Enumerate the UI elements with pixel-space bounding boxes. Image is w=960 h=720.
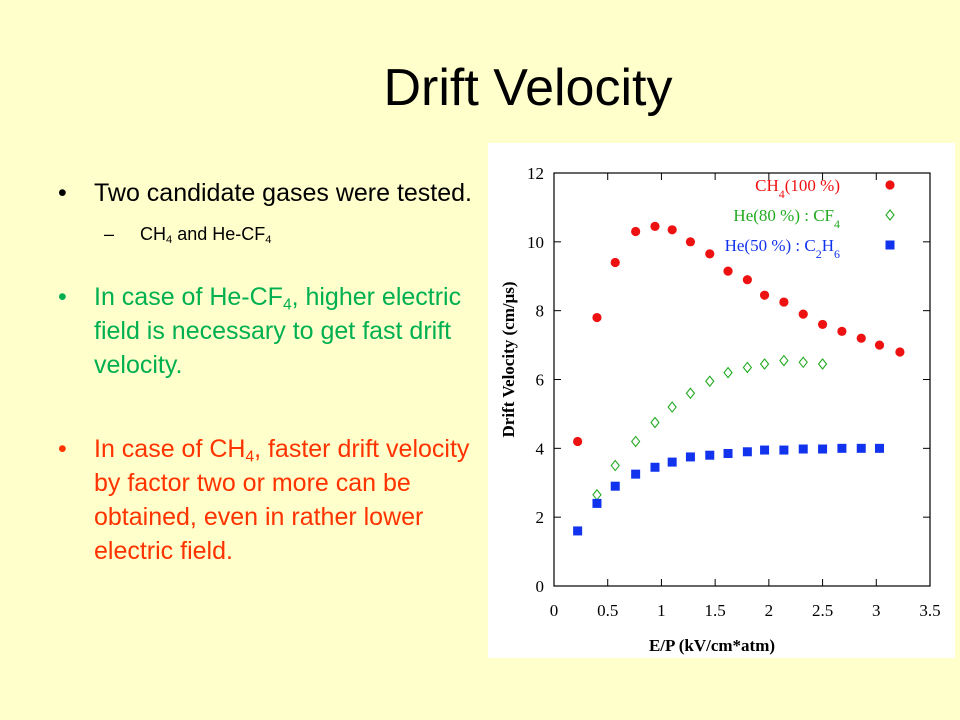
bullet-ch4: • In case of CH4, faster drift velocity … (58, 432, 478, 568)
he-cf4-point (705, 375, 715, 388)
legend-marker-he-cf4 (885, 209, 895, 221)
ch4-point (705, 249, 715, 259)
he-cf4-point (685, 387, 696, 400)
ch4-point (779, 297, 789, 307)
ch4-point (798, 309, 808, 319)
ch4-point (742, 275, 752, 285)
ch4-point (592, 312, 602, 323)
he-c2h6-point (667, 457, 677, 467)
plot-frame (553, 172, 931, 587)
x-tick-label: 3 (872, 601, 881, 620)
he-c2h6-point (592, 498, 602, 508)
he-c2h6-point (723, 448, 733, 458)
he-c2h6-point (631, 469, 641, 479)
he-c2h6-point (760, 445, 770, 455)
ch4-point (817, 319, 828, 330)
y-tick-label: 8 (536, 302, 545, 321)
he-cf4-point (779, 354, 789, 367)
he-c2h6-point (705, 450, 715, 460)
y-tick-label: 10 (527, 233, 544, 252)
he-cf4-point (610, 459, 620, 472)
x-tick-label: 2.5 (812, 601, 833, 620)
bullet-text-ch4: In case of CH4, faster drift velocity by… (94, 435, 470, 565)
y-tick-label: 6 (536, 371, 545, 390)
he-c2h6-point (685, 452, 695, 462)
bullet-text-he-cf4: In case of He-CF4, higher electric field… (94, 283, 462, 379)
ch4-point (723, 266, 733, 276)
legend-label-he-c2h6: He(50 %) : C2H6 (725, 236, 840, 261)
he-cf4-point (650, 416, 660, 429)
x-axis-label: E/P (kV/cm*atm) (649, 636, 775, 655)
drift-velocity-chart: 0 0.5 1 1.5 2 2.5 3 3.5 0 2 4 6 8 10 12 E/P (kV/cm*atm)… (488, 143, 955, 658)
he-c2h6-point (650, 462, 660, 472)
he-cf4-point (667, 401, 677, 413)
dash-marker: – (104, 224, 115, 244)
ch4-point (650, 221, 660, 231)
he-cf4-point (723, 366, 733, 379)
he-c2h6-point (573, 526, 583, 536)
y-tick-label: 0 (536, 577, 545, 596)
x-tick-label: 3.5 (919, 601, 940, 620)
he-cf4-point (817, 358, 828, 370)
ch4-point (667, 225, 677, 235)
ch4-point (573, 436, 583, 447)
chart-svg: 0 0.5 1 1.5 2 2.5 3 3.5 0 2 4 6 8 10 12 E/P (kV/cm*atm)… (499, 164, 941, 655)
he-c2h6-point (875, 443, 885, 453)
sub-bullet-gases: – CH4 and He-CF4 (58, 222, 478, 246)
slide-title: Drift Velocity (383, 59, 673, 117)
ch4-point (874, 340, 885, 350)
ch4-point (759, 290, 770, 300)
legend-label-he-cf4: He(80 %) : CF4 (733, 206, 840, 231)
he-cf4-point (630, 435, 641, 448)
ch4-point (895, 347, 905, 357)
x-tick-label: 2 (765, 601, 774, 620)
he-c2h6-point (837, 443, 847, 453)
ch4-point (631, 226, 641, 237)
legend-marker-he-c2h6 (885, 240, 895, 250)
legend-marker-ch4 (885, 180, 895, 190)
x-tick-label: 0 (550, 601, 559, 620)
x-tick-label: 1.5 (705, 601, 726, 620)
he-c2h6-point (856, 443, 866, 453)
he-c2h6-point (818, 444, 828, 454)
he-cf4-point (742, 361, 753, 374)
ch4-point (856, 333, 866, 343)
x-tick-label: 0.5 (597, 601, 618, 620)
bullet-text-gases-tested: Two candidate gases were tested. (94, 179, 473, 207)
y-tick-label: 2 (536, 508, 545, 527)
y-tick-label: 12 (527, 164, 544, 183)
he-c2h6-point (742, 447, 752, 457)
he-cf4-point (592, 488, 602, 501)
ch4-point (610, 257, 620, 268)
ch4-point (685, 237, 696, 247)
bullet-dot: • (58, 283, 67, 311)
y-tick-label: 4 (536, 439, 545, 458)
bullet-dot: • (58, 435, 67, 463)
y-axis-label: Drift Velocity (cm/μs) (499, 282, 518, 438)
he-cf4-point (798, 356, 808, 369)
bullet-list: • Two candidate gases were tested. – CH4… (58, 176, 478, 568)
ch4-point (837, 326, 847, 336)
he-cf4-point (759, 358, 770, 370)
bullet-he-cf4: • In case of He-CF4, higher electric fie… (58, 280, 478, 382)
he-c2h6-point (779, 445, 789, 455)
bullet-dot: • (58, 179, 67, 207)
bullet-gases-tested: • Two candidate gases were tested. (58, 176, 478, 210)
he-c2h6-point (610, 481, 620, 491)
he-c2h6-point (798, 444, 808, 454)
x-tick-label: 1 (657, 601, 666, 620)
sub-bullet-text: CH4 and He-CF4 (140, 224, 272, 247)
legend-label-ch4: CH4(100 %) (755, 176, 840, 201)
